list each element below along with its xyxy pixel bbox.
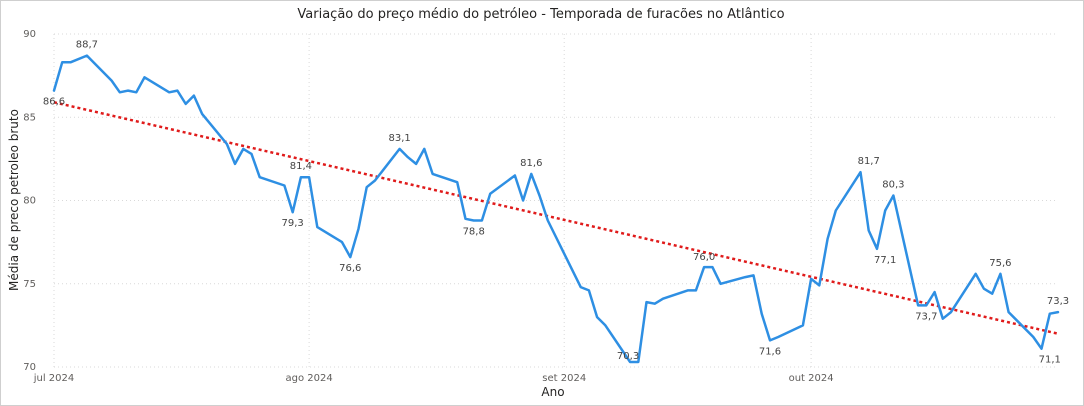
- data-label: 80,3: [882, 180, 904, 191]
- grid-lines: [53, 33, 1058, 368]
- chart-title: Variação do preço médio do petróleo - Te…: [297, 7, 784, 22]
- data-label: 81,6: [520, 158, 542, 169]
- data-label: 81,7: [858, 156, 880, 167]
- y-tick-label: 90: [23, 29, 36, 40]
- price-series-line: [52, 54, 1060, 364]
- y-axis-label: Média de preco petroleo bruto: [7, 109, 21, 291]
- data-label: 71,6: [759, 346, 781, 357]
- data-label: 88,7: [76, 40, 98, 51]
- x-tick-label: set 2024: [542, 373, 586, 384]
- x-axis-label: Ano: [541, 385, 564, 399]
- x-axis-ticks: jul 2024 ago 2024 set 2024 out 2024: [33, 373, 834, 384]
- data-label: 86,6: [43, 97, 65, 108]
- data-label: 71,1: [1039, 355, 1061, 366]
- data-label: 70,3: [617, 351, 639, 362]
- y-tick-label: 75: [23, 279, 36, 290]
- data-label: 73,3: [1047, 296, 1069, 307]
- data-label: 76,6: [339, 263, 361, 274]
- x-tick-label: jul 2024: [33, 373, 75, 384]
- data-label: 83,1: [389, 133, 411, 144]
- plot-lines: [52, 54, 1060, 364]
- y-tick-label: 80: [23, 196, 36, 207]
- x-tick-label: out 2024: [789, 373, 834, 384]
- data-label: 75,6: [989, 258, 1011, 269]
- data-label: 77,1: [874, 255, 896, 266]
- data-label: 73,7: [915, 311, 937, 322]
- data-label: 79,3: [282, 218, 304, 229]
- data-label: 81,4: [290, 161, 312, 172]
- y-axis-ticks: 70 75 80 85 90: [23, 29, 36, 373]
- data-label: 76,0: [693, 252, 715, 263]
- data-labels: 86,6 88,7 79,3 81,4 76,6 83,1 78,8 81,6 70,3 76,0…: [43, 40, 1069, 366]
- trend-line: [53, 101, 1059, 335]
- x-tick-label: ago 2024: [285, 373, 332, 384]
- y-tick-label: 85: [23, 112, 36, 123]
- y-tick-label: 70: [23, 362, 36, 373]
- data-label: 78,8: [463, 226, 485, 237]
